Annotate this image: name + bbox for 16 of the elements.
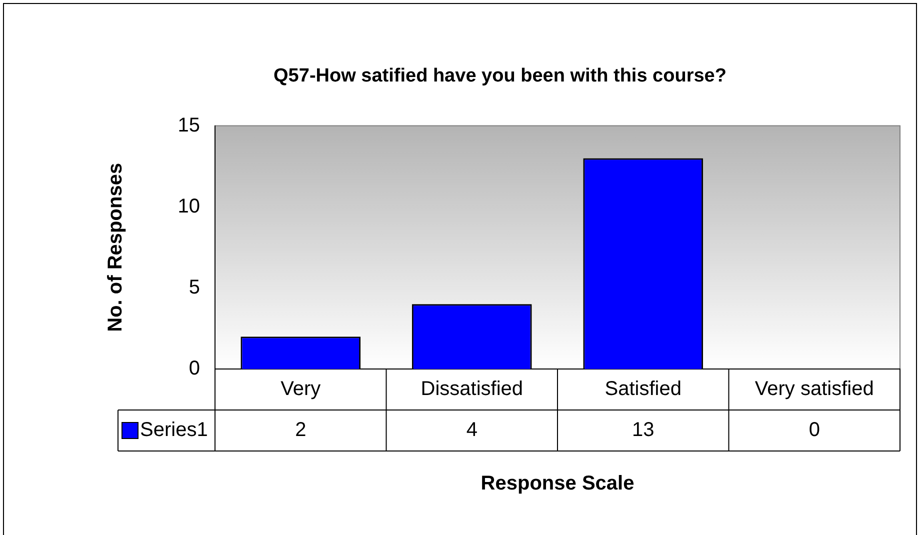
x-axis-title: Response Scale: [480, 472, 634, 495]
data-label: 13: [632, 419, 654, 442]
x-tick-label: Dissatisfied: [420, 378, 524, 400]
y-axis-title: No. of Responses: [104, 162, 127, 332]
y-tick-label: 10: [178, 195, 200, 218]
legend-label: Series1: [140, 419, 208, 442]
y-tick-label: 0: [188, 358, 200, 380]
x-tick-label: Very: [280, 378, 321, 400]
y-tick-label: 15: [178, 114, 200, 136]
data-label: 2: [295, 419, 306, 442]
data-label: 0: [808, 419, 820, 442]
data-label: 4: [466, 419, 478, 442]
x-tick-label: Satisfied: [604, 378, 682, 400]
y-tick-label: 5: [188, 276, 200, 298]
x-tick-label: Very satisfied: [754, 378, 874, 400]
chart-title: Q57-How satified have you been with this course?: [274, 66, 726, 87]
